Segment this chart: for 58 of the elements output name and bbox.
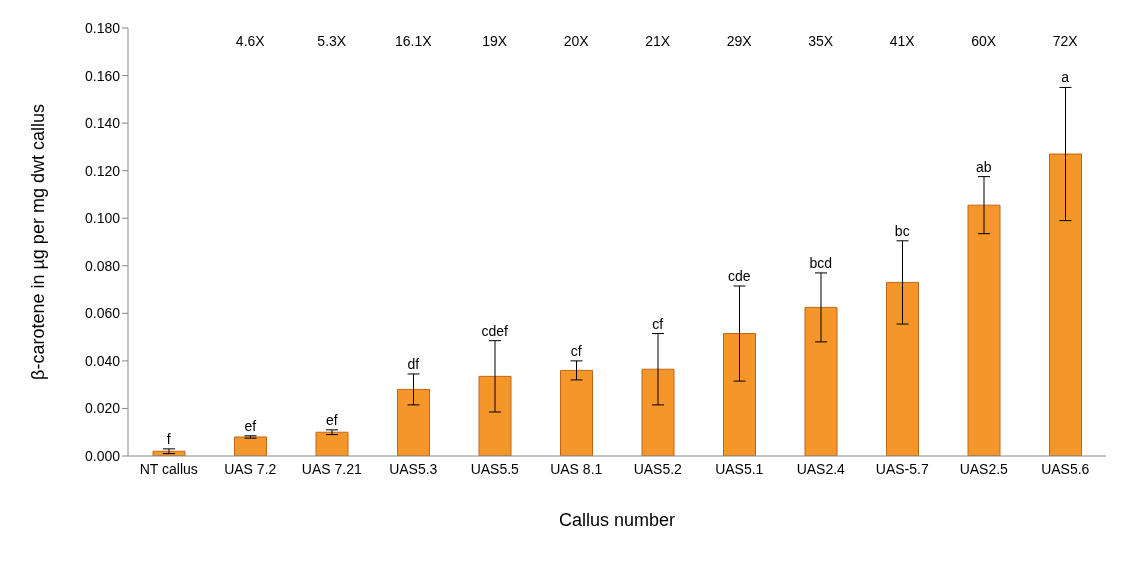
y-tick-label: 0.100	[84, 210, 121, 227]
annotation: 5.3X	[317, 32, 347, 49]
x-tick-label: UAS5.2	[633, 460, 683, 477]
annotation: cde	[727, 267, 751, 284]
x-tick-label: UAS2.4	[796, 460, 846, 477]
bar	[886, 281, 919, 456]
x-tick-label: UAS5.1	[715, 460, 764, 477]
y-tick-label: 0.160	[84, 67, 121, 84]
annotation: cdef	[481, 322, 509, 339]
annotation: df	[407, 355, 420, 372]
annotation: 21X	[645, 32, 671, 49]
x-tick-label: UAS5.3	[389, 460, 438, 477]
bar	[234, 436, 267, 456]
annotation: bc	[894, 222, 910, 239]
y-tick-label: 0.060	[84, 305, 121, 322]
x-tick-label: UAS5.5	[470, 460, 520, 477]
x-tick-label: UAS 7.2	[224, 460, 277, 477]
x-tick-label: UAS5.6	[1041, 460, 1090, 477]
y-tick-label: 0.020	[84, 400, 121, 417]
annotation: bcd	[809, 254, 833, 271]
annotation: a	[1061, 69, 1070, 86]
annotation: 16.1X	[394, 32, 433, 49]
annotation: 19X	[482, 32, 508, 49]
annotation: cf	[652, 315, 664, 332]
x-tick-label: UAS 7.21	[301, 460, 362, 477]
y-tick-label: 0.000	[84, 447, 121, 464]
y-tick-label: 0.080	[84, 257, 121, 274]
annotation: ef	[244, 417, 257, 434]
x-tick-label: UAS2.5	[959, 460, 1009, 477]
annotation: 72X	[1052, 32, 1079, 49]
annotation: 41X	[889, 32, 916, 49]
annotation: 60X	[971, 32, 997, 49]
bar	[397, 388, 430, 456]
bar	[641, 368, 675, 456]
x-tick-label: UAS-5.7	[875, 460, 929, 477]
annotation: cf	[570, 342, 582, 359]
bar	[315, 431, 349, 456]
annotation: 29X	[726, 32, 753, 49]
annotation: f	[166, 430, 171, 447]
y-tick-label: 0.120	[84, 162, 121, 179]
annotation: ab	[975, 158, 992, 175]
bar	[967, 204, 1001, 456]
y-tick-label: 0.040	[84, 352, 121, 369]
y-tick-label: 0.140	[84, 115, 121, 132]
annotation: ef	[325, 411, 338, 428]
bar	[560, 369, 593, 456]
annotation: 20X	[563, 32, 590, 49]
bar	[478, 375, 512, 456]
x-tick-label: NT callus	[139, 460, 198, 477]
bar	[804, 306, 838, 456]
annotation: 4.6X	[235, 32, 266, 49]
x-tick-label: UAS 8.1	[550, 460, 603, 477]
bar	[1049, 153, 1082, 456]
y-tick-label: 0.180	[84, 19, 121, 36]
bar	[723, 333, 756, 456]
x-axis-title: Callus number	[558, 510, 676, 530]
annotation: 35X	[808, 32, 834, 49]
y-axis-title: β-carotene in µg per mg dwt callus	[28, 104, 49, 380]
